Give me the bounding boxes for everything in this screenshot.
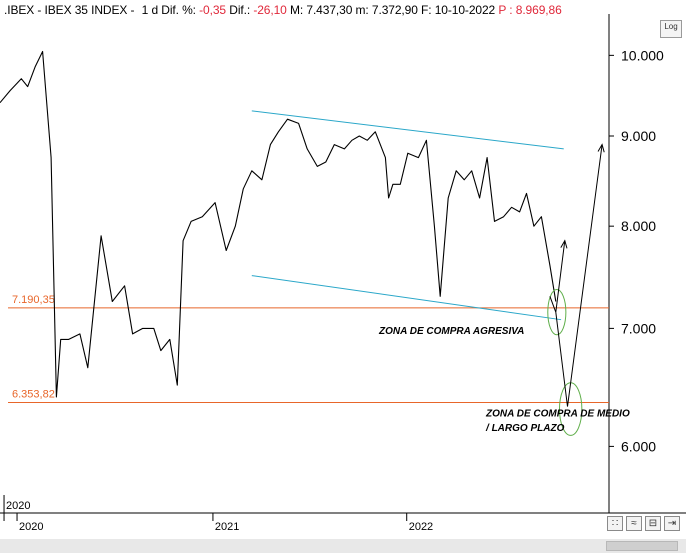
channel-line — [251, 110, 564, 150]
dif-pct-label: Dif. %: — [161, 3, 196, 17]
goto-end-button[interactable]: ⇥ — [664, 516, 680, 531]
buy-zone-ellipse — [547, 289, 567, 336]
zoom-button[interactable]: ⊟ — [645, 516, 661, 531]
y-tick-label: 10.000 — [621, 47, 664, 63]
projection-arrowhead — [597, 143, 605, 153]
price-label: P : 8.969,86 — [498, 3, 562, 17]
zone-annotation: ZONA DE COMPRA DE MEDIO — [485, 408, 630, 419]
y-tick-label: 7.000 — [621, 320, 656, 336]
chart-header: .IBEX - IBEX 35 INDEX - 1 d Dif. %: -0,3… — [4, 3, 562, 17]
support-level-label: 7.190,35 — [12, 294, 55, 306]
y-tick-label: 9.000 — [621, 128, 656, 144]
zone-annotation: / LARGO PLAZO — [485, 423, 565, 434]
y-tick-label: 8.000 — [621, 218, 656, 234]
period-label: 1 d — [141, 3, 159, 17]
price-series-line — [0, 50, 557, 398]
zone-annotation: ZONA DE COMPRA AGRESIVA — [378, 326, 524, 337]
horizontal-scrollbar[interactable] — [0, 539, 686, 553]
min-label: m: 7.372,90 — [355, 3, 418, 17]
x-tick-label: 2020 — [19, 521, 43, 533]
cursor-label: 2020 — [6, 500, 30, 512]
y-tick-label: 6.000 — [621, 438, 656, 454]
dif-pct-value: -0,35 — [199, 3, 227, 17]
dif-value: -26,10 — [253, 3, 287, 17]
support-level-label: 6.353,82 — [12, 389, 55, 401]
chart-type-button[interactable]: ∷ — [607, 516, 623, 531]
symbol-label: .IBEX - IBEX 35 INDEX - — [4, 3, 135, 17]
projection-arrowhead — [560, 239, 568, 249]
x-tick-label: 2022 — [409, 521, 433, 533]
log-scale-button[interactable]: Log — [660, 20, 682, 38]
dif-label: Dif.: — [229, 3, 251, 17]
scrollbar-thumb[interactable] — [606, 541, 678, 551]
x-tick-label: 2021 — [215, 521, 239, 533]
compress-button[interactable]: ≈ — [626, 516, 642, 531]
projection-line — [555, 144, 603, 407]
channel-line — [251, 275, 562, 321]
date-label: F: 10-10-2022 — [421, 3, 496, 17]
max-label: M: 7.437,30 — [290, 3, 353, 17]
